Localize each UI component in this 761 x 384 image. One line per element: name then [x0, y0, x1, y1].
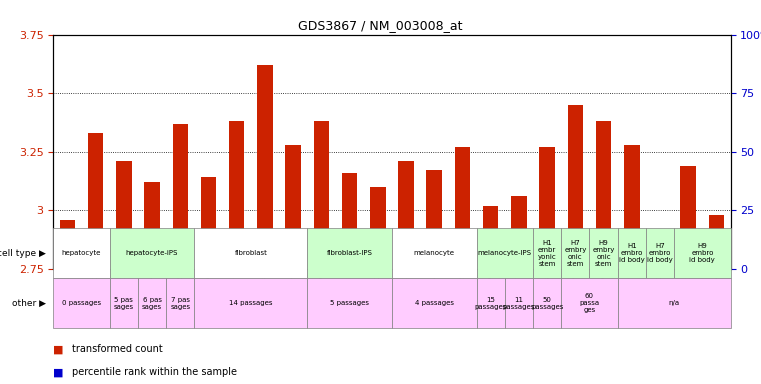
Bar	[285, 250, 301, 269]
Bar	[145, 182, 160, 269]
Bar	[398, 252, 414, 269]
Bar	[624, 248, 639, 269]
Text: hepatocyte-iPS: hepatocyte-iPS	[126, 250, 178, 257]
Bar	[342, 255, 358, 269]
Bar	[680, 166, 696, 269]
Text: 6 pas
sages: 6 pas sages	[142, 297, 162, 310]
Bar	[116, 161, 132, 269]
Text: GDS3867 / NM_003008_at: GDS3867 / NM_003008_at	[298, 19, 463, 32]
Text: percentile rank within the sample: percentile rank within the sample	[72, 367, 237, 377]
Bar	[596, 121, 611, 269]
Bar	[568, 243, 583, 269]
Text: fibroblast: fibroblast	[234, 250, 267, 257]
Bar	[398, 161, 414, 269]
Bar	[426, 255, 442, 269]
Text: cell type ▶: cell type ▶	[0, 249, 46, 258]
Bar	[708, 215, 724, 269]
Text: 15
passages: 15 passages	[475, 297, 507, 310]
Bar	[59, 220, 75, 269]
Bar	[285, 145, 301, 269]
Text: 7 pas
sages: 7 pas sages	[170, 297, 190, 310]
Bar	[201, 177, 216, 269]
Bar	[229, 248, 244, 269]
Bar	[652, 262, 667, 269]
Bar	[145, 257, 160, 269]
Text: other ▶: other ▶	[11, 299, 46, 308]
Bar	[229, 121, 244, 269]
Text: 5 passages: 5 passages	[330, 300, 369, 306]
Text: n/a: n/a	[669, 300, 680, 306]
Text: H1
embro
id body: H1 embro id body	[619, 243, 645, 263]
Text: H7
embry
onic
stem: H7 embry onic stem	[564, 240, 587, 267]
Text: transformed count: transformed count	[72, 344, 163, 354]
Bar	[455, 250, 470, 269]
Text: H9
embry
onic
stem: H9 embry onic stem	[592, 240, 615, 267]
Bar	[314, 121, 329, 269]
Text: hepatocyte: hepatocyte	[62, 250, 101, 257]
Text: H7
embro
id body: H7 embro id body	[647, 243, 673, 263]
Bar	[708, 260, 724, 269]
Text: fibroblast-IPS: fibroblast-IPS	[326, 250, 373, 257]
Text: melanocyte-IPS: melanocyte-IPS	[478, 250, 532, 257]
Text: ■: ■	[53, 344, 64, 354]
Bar	[540, 250, 555, 269]
Bar	[257, 241, 272, 269]
Bar	[455, 147, 470, 269]
Bar	[483, 260, 498, 269]
Text: 50
passages: 50 passages	[531, 297, 563, 310]
Text: 4 passages: 4 passages	[415, 300, 454, 306]
Text: H1
embr
yonic
stem: H1 embr yonic stem	[538, 240, 556, 267]
Bar	[201, 255, 216, 269]
Bar	[511, 196, 527, 269]
Bar	[370, 257, 386, 269]
Bar	[426, 170, 442, 269]
Text: melanocyte: melanocyte	[414, 250, 455, 257]
Bar	[88, 133, 103, 269]
Text: 5 pas
sages: 5 pas sages	[113, 297, 134, 310]
Text: ■: ■	[53, 367, 64, 377]
Text: 60
passa
ges: 60 passa ges	[579, 293, 600, 313]
Bar	[314, 245, 329, 269]
Text: 0 passages: 0 passages	[62, 300, 101, 306]
Bar	[257, 65, 272, 269]
Bar	[680, 252, 696, 269]
Bar	[540, 147, 555, 269]
Text: H9
embro
id body: H9 embro id body	[689, 243, 715, 263]
Bar	[88, 250, 103, 269]
Bar	[370, 187, 386, 269]
Bar	[652, 252, 667, 269]
Text: 14 passages: 14 passages	[229, 300, 272, 306]
Bar	[59, 262, 75, 269]
Bar	[511, 257, 527, 269]
Bar	[173, 124, 188, 269]
Bar	[116, 255, 132, 269]
Bar	[596, 245, 611, 269]
Bar	[173, 248, 188, 269]
Bar	[483, 205, 498, 269]
Text: 11
passages: 11 passages	[503, 297, 535, 310]
Bar	[342, 173, 358, 269]
Bar	[568, 105, 583, 269]
Bar	[624, 145, 639, 269]
